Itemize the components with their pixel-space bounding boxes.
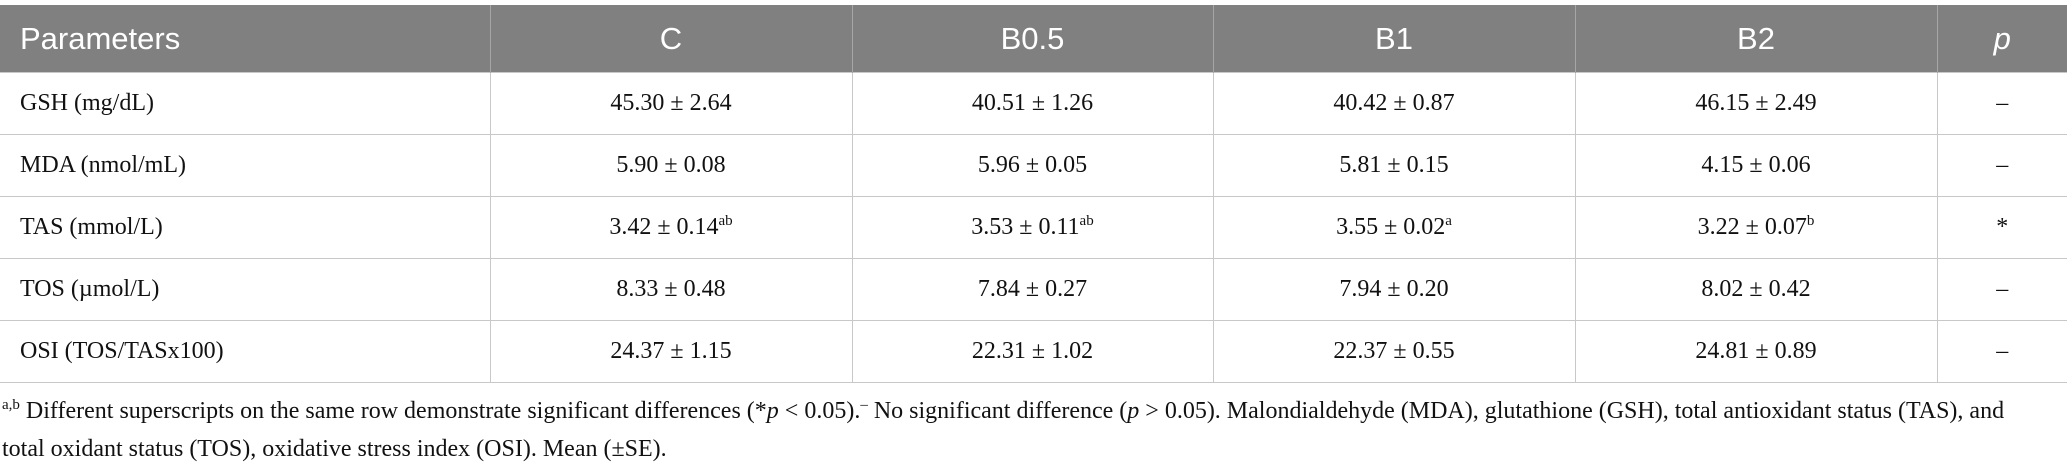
cell-value: 3.42 ± 0.14 [609, 214, 719, 240]
p-cell: – [1936, 72, 2067, 135]
header-cell: B0.5 [851, 5, 1213, 73]
cell-superscript: ab [718, 213, 733, 229]
header-cell: Parameters [0, 5, 490, 73]
cell-value: 7.94 ± 0.20 [1339, 276, 1449, 302]
cell-value: 46.15 ± 2.49 [1695, 90, 1817, 116]
footnote-sup: – [860, 397, 868, 413]
footnote-text: < 0.05). [778, 398, 861, 424]
cell-value: 3.22 ± 0.07 [1697, 214, 1807, 240]
footnote-text: No significant difference ( [867, 398, 1128, 424]
cell-value: 40.42 ± 0.87 [1333, 90, 1455, 116]
footnote-italic: p [1127, 398, 1140, 424]
cell-value: 4.15 ± 0.06 [1701, 152, 1811, 178]
cell-value: 45.30 ± 2.64 [610, 90, 732, 116]
header-cell: C [489, 5, 852, 73]
header-cell: B1 [1212, 5, 1575, 73]
value-cell: 40.42 ± 0.87 [1212, 72, 1576, 135]
value-cell: 24.37 ± 1.15 [489, 320, 853, 383]
value-cell: 8.33 ± 0.48 [489, 258, 853, 321]
row-label: TOS (µmol/L) [0, 258, 491, 321]
table-row: TOS (µmol/L) 8.33 ± 0.48 7.84 ± 0.27 7.94 ±… [0, 258, 2067, 321]
cell-value: 5.81 ± 0.15 [1339, 152, 1449, 178]
value-cell: 3.55 ± 0.02a [1212, 196, 1576, 259]
value-cell: 4.15 ± 0.06 [1574, 134, 1938, 197]
value-cell: 7.94 ± 0.20 [1212, 258, 1576, 321]
p-cell: – [1936, 134, 2067, 197]
value-cell: 8.02 ± 0.42 [1574, 258, 1938, 321]
value-cell: 22.37 ± 0.55 [1212, 320, 1576, 383]
cell-value: 24.37 ± 1.15 [610, 338, 732, 364]
table-body: GSH (mg/dL) 45.30 ± 2.64 40.51 ± 1.26 40.42… [0, 72, 2067, 383]
p-cell: – [1936, 320, 2067, 383]
cell-value: 22.31 ± 1.02 [971, 338, 1094, 364]
header-cell: p [1936, 5, 2067, 73]
data-table: Parameters C B0.5 B1 B2 p GSH (mg/dL) 45.30 ± … [0, 5, 2067, 383]
row-label: MDA (nmol/mL) [0, 134, 491, 197]
row-label: TAS (mmol/L) [0, 196, 491, 259]
cell-value: 8.33 ± 0.48 [616, 276, 726, 302]
cell-value: 8.02 ± 0.42 [1701, 276, 1811, 302]
table-row: GSH (mg/dL) 45.30 ± 2.64 40.51 ± 1.26 40.42… [0, 72, 2067, 135]
value-cell: 5.96 ± 0.05 [851, 134, 1214, 197]
value-cell: 5.90 ± 0.08 [489, 134, 853, 197]
cell-value: 5.96 ± 0.05 [977, 152, 1088, 178]
row-label: GSH (mg/dL) [0, 72, 491, 135]
value-cell: 22.31 ± 1.02 [851, 320, 1214, 383]
cell-value: 5.90 ± 0.08 [616, 152, 726, 178]
p-cell: – [1936, 258, 2067, 321]
footnote-text: Different superscripts on the same row d… [19, 398, 767, 424]
footnote-sup: a,b [2, 397, 20, 413]
footnote-italic: p [766, 398, 779, 424]
cell-value: 7.84 ± 0.27 [977, 276, 1088, 302]
value-cell: 40.51 ± 1.26 [851, 72, 1214, 135]
cell-value: 3.53 ± 0.11 [971, 214, 1080, 240]
value-cell: 3.53 ± 0.11ab [851, 196, 1214, 259]
cell-superscript: a [1445, 213, 1452, 229]
value-cell: 5.81 ± 0.15 [1212, 134, 1576, 197]
value-cell: 24.81 ± 0.89 [1574, 320, 1938, 383]
cell-value: 24.81 ± 0.89 [1695, 338, 1817, 364]
row-label: OSI (TOS/TASx100) [0, 320, 491, 383]
value-cell: 45.30 ± 2.64 [489, 72, 853, 135]
cell-superscript: ab [1079, 213, 1094, 229]
header-cell: B2 [1574, 5, 1937, 73]
value-cell: 46.15 ± 2.49 [1574, 72, 1938, 135]
footnote-text: > 0.05). Malondialdehyde (MDA), glutathi… [2, 398, 2005, 462]
value-cell: 3.22 ± 0.07b [1574, 196, 1938, 259]
table-row: OSI (TOS/TASx100) 24.37 ± 1.15 22.31 ± 1.0… [0, 320, 2067, 383]
table-row: TAS (mmol/L) 3.42 ± 0.14ab 3.53 ± 0.11ab 3.… [0, 196, 2067, 259]
p-cell: * [1936, 196, 2067, 259]
cell-value: 40.51 ± 1.26 [971, 90, 1094, 116]
cell-superscript: b [1806, 213, 1815, 229]
header-row: Parameters C B0.5 B1 B2 p [0, 5, 2067, 73]
value-cell: 7.84 ± 0.27 [851, 258, 1214, 321]
cell-value: 22.37 ± 0.55 [1333, 338, 1455, 364]
value-cell: 3.42 ± 0.14ab [489, 196, 853, 259]
cell-value: 3.55 ± 0.02 [1336, 214, 1446, 240]
footnote: a,b Different superscripts on the same r… [2, 392, 2042, 468]
table-row: MDA (nmol/mL) 5.90 ± 0.08 5.96 ± 0.05 5.81 … [0, 134, 2067, 197]
